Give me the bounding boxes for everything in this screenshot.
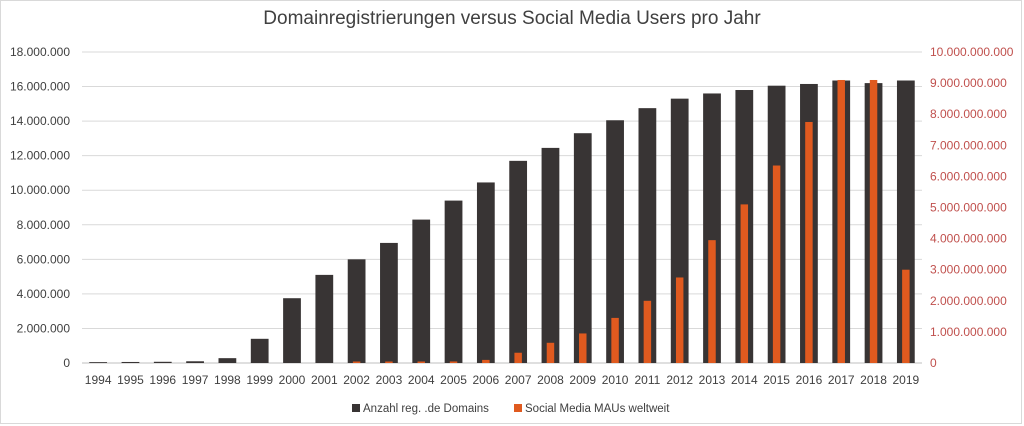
bars (89, 79, 915, 364)
x-tick-label: 2008 (537, 373, 564, 387)
bar-domains (573, 133, 592, 363)
x-tick-label: 1995 (117, 373, 144, 387)
x-tick-label: 1994 (85, 373, 112, 387)
x-tick-label: 2006 (472, 373, 499, 387)
bar-domains (670, 98, 689, 364)
y-right-tick-label: 10.000.000.000 (930, 45, 1014, 59)
bar-domains (186, 361, 204, 363)
bar-social-media (708, 240, 716, 363)
y-right-tick-label: 5.000.000.000 (930, 201, 1007, 215)
bar-social-media (805, 121, 813, 363)
x-tick-label: 2002 (343, 373, 370, 387)
bar-social-media (579, 333, 587, 363)
bar-domains (703, 93, 721, 363)
y-right-tick-label: 6.000.000.000 (930, 169, 1007, 183)
bar-domains (476, 182, 495, 363)
x-tick-label: 1999 (246, 373, 273, 387)
bar-domains (347, 259, 366, 363)
y-left-tick-label: 12.000.000 (10, 149, 70, 163)
y-left-tick-label: 16.000.000 (10, 80, 70, 94)
x-tick-label: 2012 (666, 373, 693, 387)
legend: Anzahl reg. .de Domains Social Media MAUs… (352, 403, 670, 415)
bar-social-media (675, 277, 684, 363)
x-tick-label: 2001 (311, 373, 338, 387)
legend-label: Anzahl reg. .de Domains (363, 403, 489, 415)
y-right-tick-label: 2.000.000.000 (930, 294, 1007, 308)
bar-domains (153, 361, 172, 363)
y-right-tick-label: 3.000.000.000 (930, 263, 1007, 277)
y-axis-right: 0 1.000.000.000 2.000.000.000 3.000.000.000… (930, 45, 1014, 370)
bar-social-media (417, 361, 425, 363)
x-tick-label: 2011 (634, 373, 660, 387)
legend-label: Social Media MAUs weltweit (525, 403, 670, 415)
y-right-tick-label: 4.000.000.000 (930, 232, 1007, 246)
bar-domains (896, 80, 915, 363)
y-left-tick-label: 4.000.000 (17, 287, 71, 301)
y-axis-left: 0 2.000.000 4.000.000 6.000.000 8.000.000 10.… (10, 45, 70, 370)
y-right-tick-label: 1.000.000.000 (930, 325, 1007, 339)
x-tick-label: 2013 (699, 373, 726, 387)
bar-domains (250, 338, 269, 363)
bar-social-media (902, 269, 910, 363)
y-left-tick-label: 0 (63, 356, 70, 370)
bar-social-media (352, 361, 361, 363)
x-tick-label: 2004 (408, 373, 435, 387)
y-right-tick-label: 9.000.000.000 (930, 76, 1007, 90)
bar-social-media (837, 79, 845, 364)
x-tick-label: 2018 (860, 373, 887, 387)
bar-domains (380, 242, 398, 363)
x-tick-label: 2014 (731, 373, 758, 387)
x-tick-label: 2015 (763, 373, 790, 387)
x-tick-label: 2016 (796, 373, 823, 387)
x-tick-label: 2007 (505, 373, 532, 387)
y-left-tick-label: 10.000.000 (10, 183, 70, 197)
bar-social-media (449, 361, 458, 363)
bar-domains (315, 274, 334, 363)
bar-domains (89, 362, 108, 363)
bar-social-media (740, 204, 749, 363)
bar-social-media (385, 361, 393, 363)
x-tick-label: 2010 (602, 373, 629, 387)
bar-social-media (611, 317, 619, 363)
y-right-tick-label: 0 (930, 356, 937, 370)
x-tick-label: 2000 (279, 373, 306, 387)
x-tick-label: 1996 (149, 373, 176, 387)
bar-domains (638, 108, 657, 364)
legend-swatch (352, 404, 360, 412)
legend-swatch (514, 404, 522, 412)
chart-title: Domainregistrierungen versus Social Medi… (263, 8, 761, 29)
x-tick-label: 2017 (828, 373, 855, 387)
y-left-tick-label: 14.000.000 (10, 114, 70, 128)
x-tick-label: 2003 (376, 373, 403, 387)
bar-domains (606, 120, 624, 363)
bar-social-media (482, 359, 490, 363)
bar-domains (444, 200, 463, 363)
y-left-tick-label: 8.000.000 (17, 218, 71, 232)
gridlines (82, 51, 922, 364)
x-tick-label: 1998 (214, 373, 241, 387)
bar-social-media (869, 79, 878, 364)
x-tick-label: 2009 (569, 373, 596, 387)
y-right-tick-label: 7.000.000.000 (930, 138, 1007, 152)
bar-domains (509, 160, 528, 363)
bar-domains (121, 361, 140, 363)
bar-domains (218, 358, 237, 363)
bar-social-media (546, 342, 555, 363)
y-left-tick-label: 6.000.000 (17, 252, 71, 266)
x-tick-label: 2005 (440, 373, 467, 387)
bar-domains (541, 147, 560, 363)
x-tick-label: 1997 (182, 373, 209, 387)
y-left-tick-label: 2.000.000 (17, 321, 71, 335)
y-left-tick-label: 18.000.000 (10, 45, 70, 59)
bar-domains (412, 219, 431, 363)
x-axis: 1994 1995 1996 1997 1998 1999 2000 2001 2002 2003… (85, 373, 920, 387)
bar-social-media (643, 300, 652, 363)
y-right-tick-label: 8.000.000.000 (930, 107, 1007, 121)
x-tick-label: 2019 (892, 373, 919, 387)
bar-domains (283, 298, 301, 363)
bar-social-media (772, 165, 781, 363)
bar-social-media (514, 352, 522, 363)
